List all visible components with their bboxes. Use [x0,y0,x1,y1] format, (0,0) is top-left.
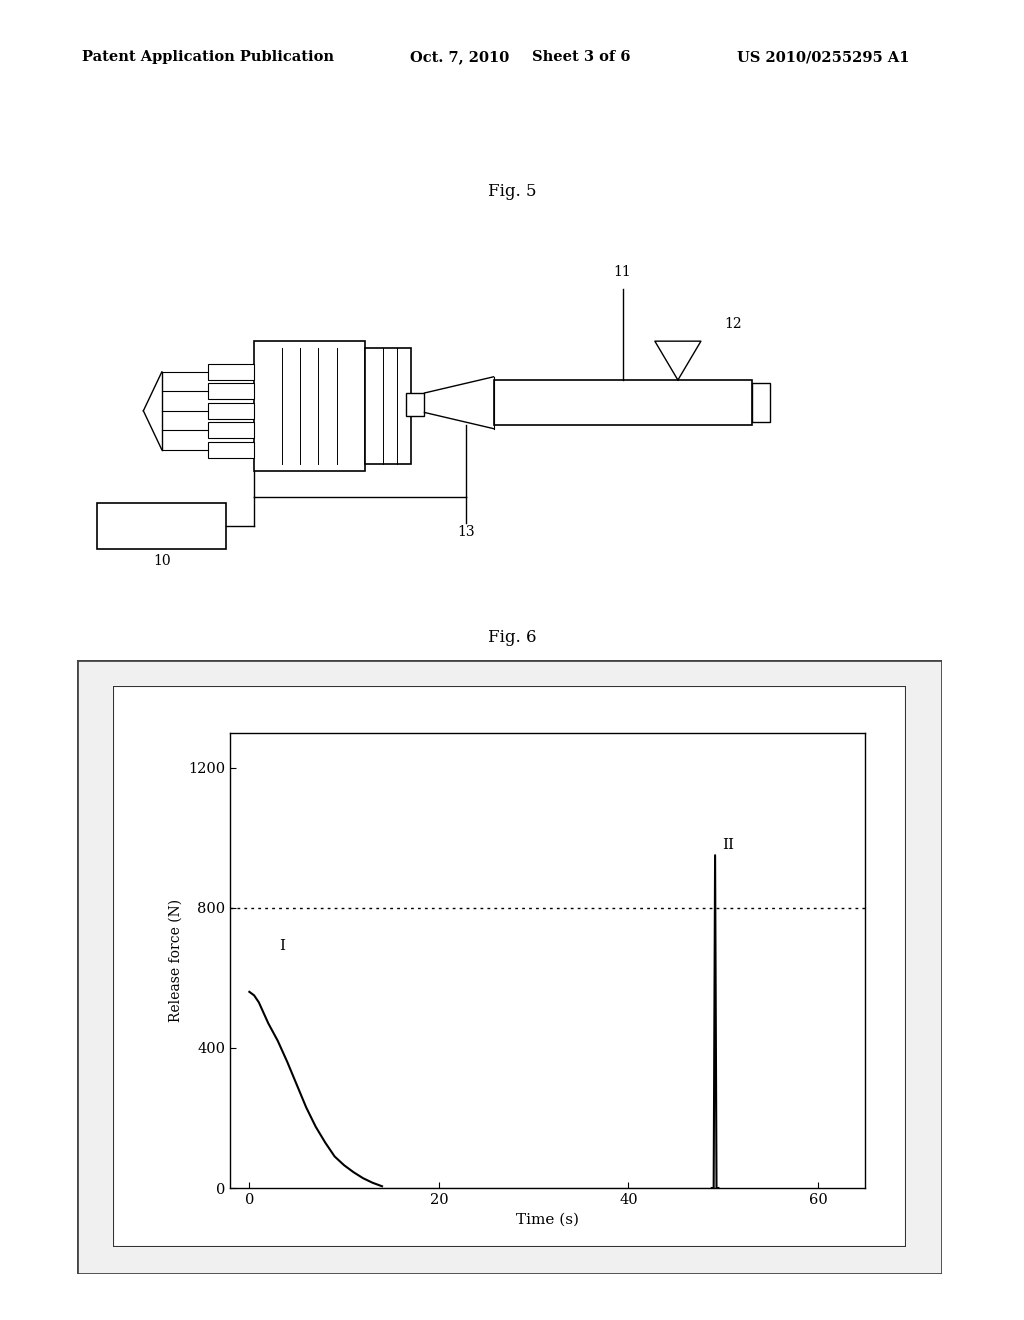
Bar [208,422,254,438]
Bar [97,503,226,549]
Text: 13: 13 [457,524,475,539]
Bar [254,341,365,471]
Text: I: I [280,940,286,953]
Text: 11: 11 [613,265,632,280]
Text: Fig. 5: Fig. 5 [487,183,537,199]
Text: US 2010/0255295 A1: US 2010/0255295 A1 [737,50,909,65]
Bar [494,380,752,425]
Bar [208,383,254,400]
Text: Sheet 3 of 6: Sheet 3 of 6 [532,50,631,65]
Text: 10: 10 [153,553,171,568]
Bar [406,393,425,416]
Text: II: II [722,838,734,851]
Bar [365,347,411,465]
Text: Fig. 6: Fig. 6 [487,630,537,645]
Text: Patent Application Publication: Patent Application Publication [82,50,334,65]
Text: Oct. 7, 2010: Oct. 7, 2010 [410,50,509,65]
Y-axis label: Release force (N): Release force (N) [169,899,183,1022]
Text: 12: 12 [724,317,741,331]
X-axis label: Time (s): Time (s) [516,1212,580,1226]
Bar [208,364,254,380]
Bar [208,442,254,458]
Bar [752,383,770,422]
Bar [208,403,254,418]
